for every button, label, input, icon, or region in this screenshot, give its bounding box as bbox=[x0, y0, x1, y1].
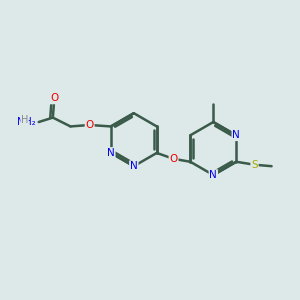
Text: N: N bbox=[209, 170, 217, 180]
Text: N: N bbox=[130, 161, 138, 171]
Text: N: N bbox=[107, 148, 115, 158]
Text: N: N bbox=[232, 130, 240, 140]
Text: O: O bbox=[50, 94, 58, 103]
Text: O: O bbox=[169, 154, 178, 164]
Text: NH₂: NH₂ bbox=[16, 117, 35, 127]
Text: O: O bbox=[85, 120, 94, 130]
Text: H: H bbox=[21, 115, 28, 125]
Text: S: S bbox=[251, 160, 258, 170]
